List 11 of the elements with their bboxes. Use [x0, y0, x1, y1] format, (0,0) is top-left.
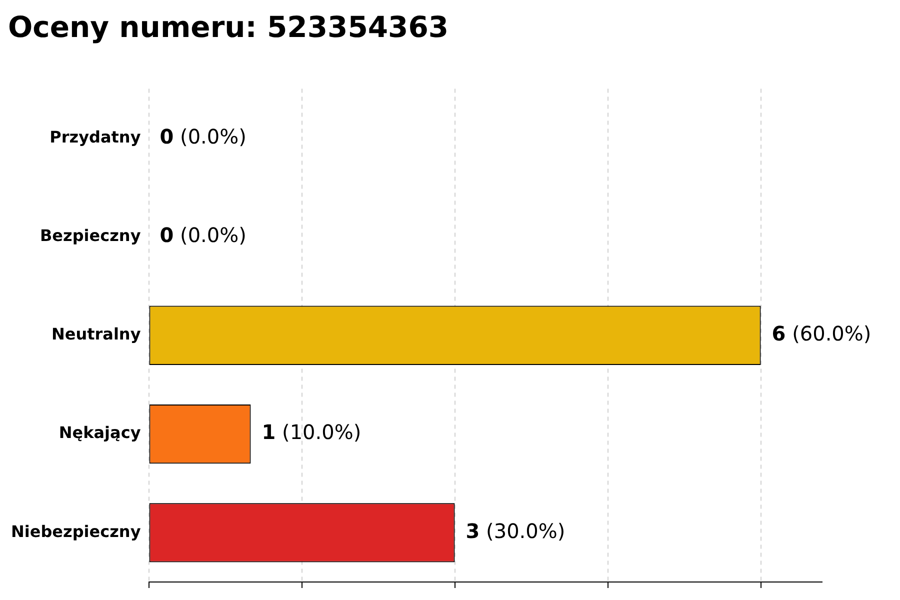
data-label: 3 (30.0%): [466, 518, 566, 543]
data-label: 6 (60.0%): [772, 322, 872, 346]
y-tick-label: Nękający: [58, 423, 142, 442]
y-tick-label: Neutralny: [51, 324, 142, 344]
chart-title: Oceny numeru: 523354363: [8, 10, 449, 44]
y-tick-label: Bezpieczny: [40, 226, 142, 245]
y-tick-label: Niebezpieczny: [11, 522, 142, 541]
data-label: 1 (10.0%): [262, 420, 362, 444]
y-tick-label: Przydatny: [50, 127, 142, 146]
data-label: 0 (0.0%): [160, 222, 246, 247]
data-label: 0 (0.0%): [160, 124, 246, 148]
